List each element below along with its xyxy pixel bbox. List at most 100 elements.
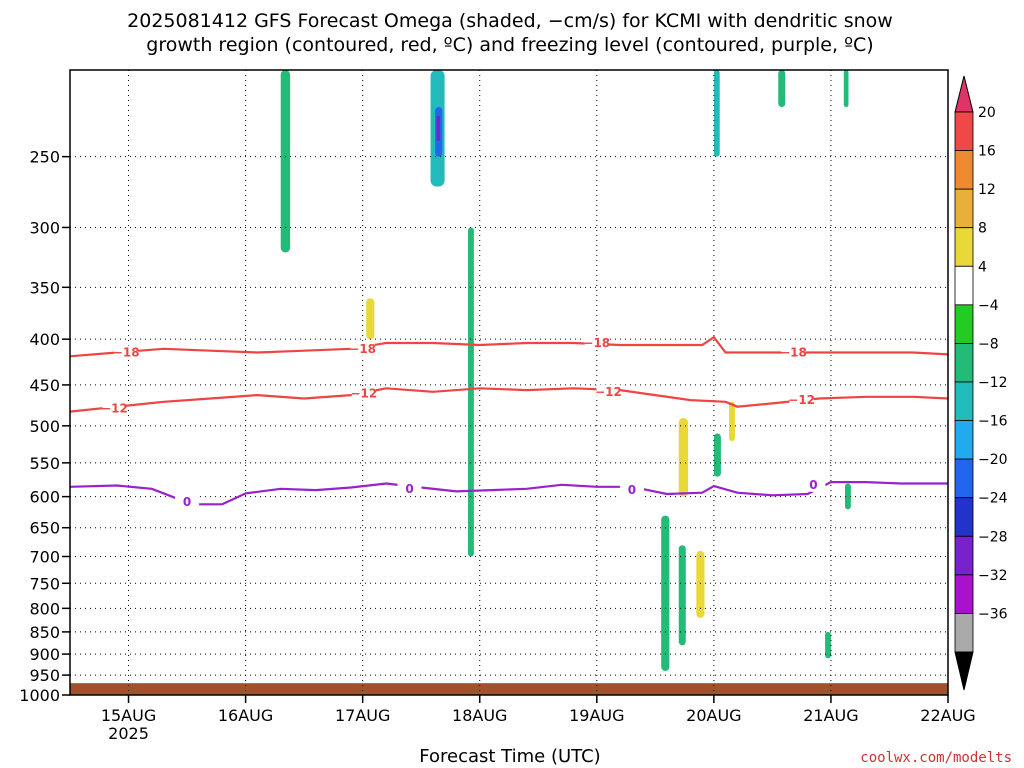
- x-tick-label: 18AUG: [452, 706, 507, 725]
- y-tick-label: 950: [29, 666, 60, 685]
- x-tick-label: 15AUG: [101, 706, 156, 725]
- contour-label-bg: [102, 401, 127, 416]
- contour-label-bg: [584, 336, 609, 351]
- contour-label-bg: [175, 494, 200, 509]
- shaded-region: [251, 252, 267, 402]
- colorbar-swatch: [954, 420, 974, 460]
- contour-label-bg: [114, 345, 139, 360]
- y-tick-label: 700: [29, 547, 60, 566]
- colorbar-tick-label: −24: [978, 491, 1008, 507]
- shaded-region: [844, 483, 851, 510]
- plot-frame: [69, 69, 949, 696]
- y-tick-label: 250: [29, 148, 60, 167]
- colorbar-tick-label: −16: [978, 414, 1008, 430]
- contour-label: −18: [583, 336, 610, 350]
- contour-label-bg: [801, 477, 826, 492]
- shaded-region: [713, 70, 720, 157]
- shaded-region: [843, 70, 849, 108]
- colorbar-swatch: [954, 613, 974, 653]
- contour-line: [69, 481, 948, 506]
- contour-label: 0: [183, 495, 191, 509]
- colorbar-swatch: [954, 458, 974, 499]
- contour-label-bg: [619, 483, 644, 498]
- shaded-region: [427, 298, 436, 470]
- contour-label: 0: [628, 483, 636, 497]
- colorbar-swatch: [954, 227, 974, 267]
- colorbar-tick-label: 16: [978, 144, 996, 160]
- colorbar-tick-label: −28: [978, 529, 1008, 545]
- contour-label-bg: [789, 393, 814, 408]
- colorbar-tick-label: 20: [978, 105, 996, 121]
- colorbar-swatch: [954, 150, 974, 190]
- y-tick-label: 500: [29, 417, 60, 436]
- chart-title-line2: growth region (contoured, red, ºC) and f…: [146, 34, 873, 56]
- shaded-region: [146, 636, 152, 659]
- y-tick-label: 900: [29, 645, 60, 664]
- y-tick-label: 550: [29, 454, 60, 473]
- shaded-region: [778, 70, 786, 108]
- x-tick-label: 19AUG: [569, 706, 624, 725]
- x-tick-year: 2025: [108, 724, 149, 743]
- colorbar-tick-label: −20: [978, 452, 1008, 468]
- y-tick-label: 600: [29, 488, 60, 507]
- shaded-region: [825, 613, 834, 628]
- y-tick-label: 450: [29, 376, 60, 395]
- colorbar-swatch: [954, 381, 974, 421]
- colorbar-swatch: [954, 535, 974, 576]
- colorbar-swatch: [954, 574, 974, 614]
- shaded-region: [436, 115, 440, 141]
- colorbar-tick-label: −8: [978, 336, 999, 352]
- contour-label: 0: [809, 478, 817, 492]
- shaded-region: [825, 631, 831, 659]
- colorbar-tick-label: −4: [978, 298, 999, 314]
- y-axis-ticks: 250 300 350 400 450 500 550 600 650 700 750 800 850 9…: [19, 148, 70, 705]
- y-tick-label: 350: [29, 278, 60, 297]
- colorbar-tick-label: −32: [978, 568, 1008, 584]
- contour-label: −12: [595, 385, 622, 399]
- shaded-region: [366, 298, 375, 340]
- contour-label-bg: [596, 384, 621, 399]
- x-tick-label: 22AUG: [920, 706, 975, 725]
- y-tick-label: 300: [29, 218, 60, 237]
- colorbar-tick-label: −36: [978, 606, 1008, 622]
- shaded-region: [895, 425, 904, 456]
- colorbar-tick-label: 8: [978, 221, 987, 237]
- colorbar-top-arrow: [954, 75, 974, 113]
- shaded-region: [928, 603, 947, 680]
- contour-label: −18: [349, 342, 376, 356]
- chart-title-line1: 2025081412 GFS Forecast Omega (shaded, −…: [127, 10, 893, 32]
- colorbar: 20 16 12 8 4 −4 −8 −12 −16 −20 −24 −28 −32 −36: [954, 75, 1008, 691]
- colorbar-swatch: [954, 497, 974, 537]
- shaded-region: [661, 515, 670, 671]
- colorbar-tick-label: −12: [978, 375, 1008, 391]
- colorbar-tick-label: 12: [978, 182, 996, 198]
- shaded-region: [678, 545, 686, 646]
- shaded-region: [339, 214, 349, 359]
- surface-band: [70, 683, 948, 695]
- x-tick-label: 20AUG: [686, 706, 741, 725]
- y-tick-label: 800: [29, 599, 60, 618]
- contour-lines: −18 −18 −18 −18 −12 −12 −12 −12 0 0 0 0: [69, 335, 949, 509]
- omega-shading: [146, 70, 947, 680]
- shaded-region: [729, 401, 735, 442]
- contour-label-bg: [350, 341, 375, 356]
- contour-label: −12: [350, 386, 377, 400]
- shaded-region: [889, 70, 898, 125]
- x-axis-label: Forecast Time (UTC): [419, 746, 600, 767]
- contour-label-bg: [397, 481, 422, 496]
- colorbar-swatch: [954, 188, 974, 229]
- x-tick-label: 21AUG: [803, 706, 858, 725]
- contour-label-bg: [351, 386, 376, 401]
- shaded-region: [468, 227, 474, 557]
- y-tick-label: 1000: [19, 686, 60, 705]
- contour-label-bg: [781, 345, 806, 360]
- shaded-region: [198, 308, 213, 402]
- shaded-region: [678, 417, 689, 497]
- colorbar-swatch: [954, 304, 974, 344]
- contour-label: −12: [788, 393, 815, 407]
- y-tick-label: 850: [29, 623, 60, 642]
- colorbar-swatch: [954, 265, 974, 306]
- colorbar-bottom-arrow: [954, 651, 974, 691]
